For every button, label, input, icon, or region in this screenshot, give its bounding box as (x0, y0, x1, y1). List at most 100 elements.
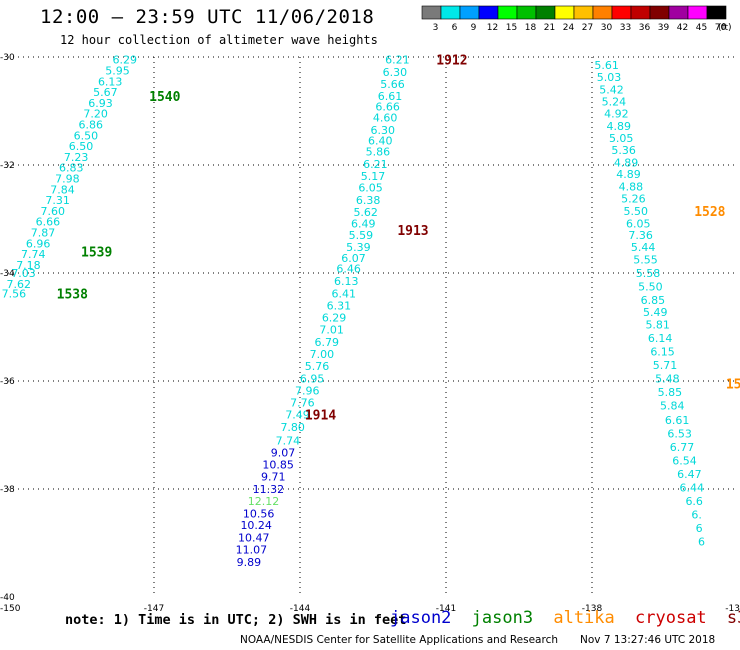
swh-value: 9.89 (237, 556, 262, 569)
swh-value: 6.15 (650, 345, 675, 358)
swh-value: 4.89 (614, 156, 639, 169)
swh-value: 6.30 (383, 66, 408, 79)
footer: NOAA/NESDIS Center for Satellite Applica… (240, 634, 715, 646)
swh-value: 7.80 (280, 421, 305, 434)
swh-value: 5.17 (361, 170, 386, 183)
swh-value: 6.66 (36, 216, 61, 229)
swh-value: 6 (696, 522, 703, 535)
pass-time-label: 1539 (81, 245, 112, 260)
pass-time-label: 1540 (149, 90, 180, 105)
swh-value: 10.85 (262, 459, 294, 472)
x-tick-label: -150 (0, 604, 21, 614)
axis-tick-labels: -30 -32 -34 -36 -38 -40-150 -147 -144 -141 -138 -1… (0, 53, 740, 614)
pass-time-label: 1913 (397, 224, 428, 239)
swh-value: 6.66 (375, 101, 400, 114)
swh-value: 5.81 (645, 318, 670, 331)
legend-label: 30 (601, 23, 613, 33)
swh-value: 10.24 (240, 519, 272, 532)
swh-value: 5.84 (660, 399, 685, 412)
swh-value: 12.12 (248, 495, 280, 508)
swh-value: 7.62 (6, 278, 31, 291)
legend-label: 18 (525, 23, 537, 33)
legend-swatch (421, 5, 442, 20)
swh-value: 5.62 (353, 206, 378, 219)
wave-height-values: 6.295.956.135.676.937.206.866.506.507.23… (2, 54, 705, 569)
pass-time-label: 1528 (694, 205, 725, 220)
swh-value: 6.05 (626, 217, 651, 230)
pass-time-label: 1538 (57, 288, 88, 303)
swh-value: 5.44 (631, 241, 656, 254)
swh-value: 5.76 (305, 360, 330, 373)
swh-value: 7.76 (290, 397, 315, 410)
legend-swatch (706, 5, 727, 20)
legend-swatch (687, 5, 708, 20)
swh-value: 4.89 (607, 120, 632, 133)
swh-value: 6.61 (665, 414, 690, 427)
swh-value: 10.47 (238, 532, 270, 545)
swh-value: 6.50 (74, 129, 99, 142)
swh-value: 4.60 (373, 111, 398, 124)
swh-value: 5.39 (346, 241, 371, 254)
legend-swatch (440, 5, 461, 20)
swh-value: 4.92 (604, 108, 629, 121)
swh-value: 6.6 (685, 495, 703, 508)
legend-label: 3 (433, 23, 439, 33)
swh-value: 6.50 (69, 140, 94, 153)
y-tick-label: -40 (0, 593, 15, 603)
swh-value: 5.50 (638, 281, 663, 294)
x-tick-label: -141 (436, 604, 456, 614)
swh-value: 9.71 (261, 471, 286, 484)
swh-value: 6.86 (78, 119, 103, 132)
swh-value: 4.89 (616, 168, 641, 181)
y-tick-label: -38 (0, 485, 15, 495)
swh-value: 7.31 (45, 194, 70, 207)
legend-swatch (630, 5, 651, 20)
swh-value: 6.77 (670, 441, 695, 454)
legend-swatch (573, 5, 594, 20)
legend-label: 39 (658, 23, 670, 33)
chart-subtitle: 12 hour collection of altimeter wave hei… (60, 33, 378, 47)
swh-value: 7.60 (41, 205, 66, 218)
chart-title: 12:00 — 23:59 UTC 11/06/2018 (40, 6, 375, 28)
legend-label: 45 (696, 23, 707, 33)
swh-value: 5.49 (643, 306, 668, 319)
swh-value: 7.36 (628, 229, 653, 242)
swh-value: 6.13 (334, 275, 359, 288)
swh-value: 6.41 (332, 288, 357, 301)
swh-value: 5.67 (93, 86, 118, 99)
y-tick-label: -32 (0, 161, 15, 171)
swh-value: 9.07 (271, 446, 296, 459)
x-tick-label: -13 (725, 604, 740, 614)
swh-value: 6. (691, 508, 702, 521)
swh-value: 6.07 (341, 252, 366, 265)
legend-swatch (516, 5, 537, 20)
swh-value: 5.95 (105, 65, 130, 78)
swh-value: 6.21 (363, 158, 388, 171)
swh-value: 6.61 (378, 90, 403, 103)
footer-timestamp: Nov 7 13:27:46 UTC 2018 (580, 634, 716, 646)
pass-time-labels: 1540 1539 1538 1912 1913 1914 1528 15 (57, 54, 740, 424)
swh-value: 7.18 (16, 259, 41, 272)
swh-value: 6.49 (351, 217, 376, 230)
swh-value: 6.44 (680, 481, 705, 494)
swh-value: 5.36 (611, 144, 636, 157)
legend-label: 15 (506, 23, 517, 33)
satellite-jason2: jason2 (390, 608, 452, 628)
pass-time-label: 15 (726, 378, 740, 393)
swh-value: 6.40 (368, 135, 393, 148)
swh-value: 7.00 (310, 348, 335, 361)
swh-value: 7.96 (295, 385, 320, 398)
swh-value: 7.03 (11, 267, 36, 280)
legend-unit: (ft) (718, 23, 732, 33)
legend-swatch (535, 5, 556, 20)
swh-value: 6.53 (667, 427, 692, 440)
swh-value: 6.13 (98, 75, 123, 88)
x-tick-label: -138 (582, 604, 603, 614)
swh-value: 6.85 (641, 294, 666, 307)
swh-value: 5.24 (602, 95, 627, 108)
swh-value: 5.61 (594, 59, 619, 72)
swh-value: 6.93 (88, 97, 113, 110)
legend-label: 21 (544, 23, 555, 33)
swh-value: 5.03 (597, 71, 622, 84)
